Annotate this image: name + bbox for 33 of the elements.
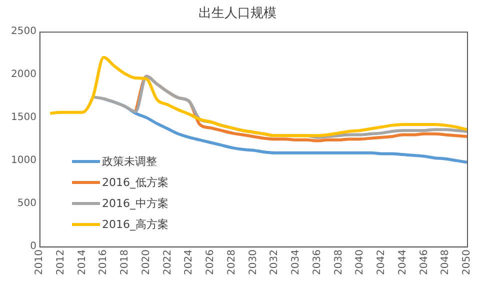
y-tick-label: 0 <box>30 241 36 252</box>
y-tick-label: 2500 <box>10 26 36 38</box>
y-tick-label: 1500 <box>10 112 36 124</box>
x-tick-label: 2010 <box>34 250 46 276</box>
line-series <box>48 56 467 138</box>
x-tick-label: 2040 <box>354 250 366 276</box>
x-tick-label: 2016 <box>98 250 110 276</box>
x-tick-label: 2042 <box>376 250 388 276</box>
x-tick-label: 2022 <box>162 250 174 276</box>
x-tick-label: 2050 <box>462 250 473 276</box>
x-tick-label: 2020 <box>140 250 152 276</box>
chart-title: 出生人口规模 <box>198 6 276 22</box>
x-tick-label: 2026 <box>205 250 216 276</box>
x-tick-label: 2038 <box>333 250 344 276</box>
x-tick-label: 2044 <box>397 250 408 276</box>
legend-label: 2016_中方案 <box>102 196 168 211</box>
y-tick-label: 500 <box>17 198 36 210</box>
x-tick-label: 2032 <box>269 250 280 276</box>
x-tick-label: 2036 <box>312 250 323 276</box>
x-tick-label: 2018 <box>120 250 131 276</box>
x-tick-label: 2014 <box>76 250 88 276</box>
x-tick-label: 2046 <box>418 250 430 276</box>
x-tick-label: 2048 <box>440 250 452 276</box>
x-tick-label: 2034 <box>290 250 302 276</box>
x-tick-label: 2028 <box>226 250 238 276</box>
y-tick-label: 2000 <box>10 69 36 80</box>
legend-label: 2016_低方案 <box>102 175 168 190</box>
x-tick-label: 2012 <box>55 250 66 276</box>
y-tick-label: 1000 <box>10 155 36 166</box>
legend-label: 2016_高方案 <box>102 217 168 232</box>
legend-label: 政策未调整 <box>102 154 157 169</box>
x-tick-label: 2030 <box>248 250 259 276</box>
x-tick-label: 2024 <box>184 250 195 276</box>
